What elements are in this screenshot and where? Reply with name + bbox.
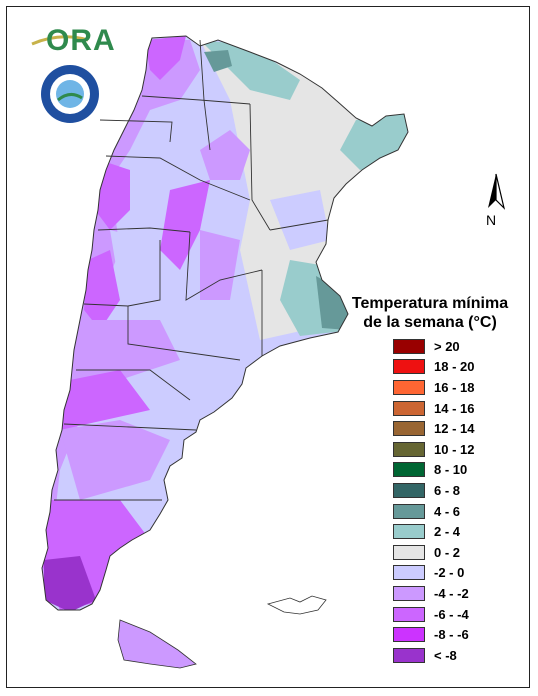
map-frame xyxy=(6,6,530,688)
legend-label: < -8 xyxy=(434,647,457,663)
legend-swatch xyxy=(393,647,425,663)
legend-swatch xyxy=(393,441,425,457)
legend-label: 10 - 12 xyxy=(434,441,475,457)
legend-swatch xyxy=(393,400,425,416)
legend-swatch xyxy=(393,606,425,622)
legend: > 20 18 - 20 16 - 18 14 - 16 12 - 14 10 - 12 8… xyxy=(393,336,474,666)
legend-item: < -8 xyxy=(393,645,474,666)
legend-label: 18 - 20 xyxy=(434,359,475,375)
legend-title: Temperatura mínima de la semana (°C) xyxy=(330,294,530,332)
legend-title-line1: Temperatura mínima xyxy=(351,295,509,312)
legend-label: 8 - 10 xyxy=(434,462,468,478)
legend-item: 8 - 10 xyxy=(393,460,474,481)
legend-item: 16 - 18 xyxy=(393,377,474,398)
legend-swatch xyxy=(393,627,425,643)
legend-swatch xyxy=(393,482,425,498)
legend-title-line2: de la semana (°C) xyxy=(363,314,497,331)
legend-item: 0 - 2 xyxy=(393,542,474,563)
legend-label: -8 - -6 xyxy=(434,627,469,643)
legend-swatch xyxy=(393,359,425,375)
ora-logo-text: ORA xyxy=(46,24,116,57)
legend-label: 12 - 14 xyxy=(434,421,475,437)
legend-item: 18 - 20 xyxy=(393,357,474,378)
legend-label: 14 - 16 xyxy=(434,400,475,416)
legend-label: 0 - 2 xyxy=(434,544,461,560)
north-label: N xyxy=(486,212,497,228)
legend-item: 12 - 14 xyxy=(393,418,474,439)
legend-swatch xyxy=(393,503,425,519)
legend-item: -8 - -6 xyxy=(393,624,474,645)
legend-label: -6 - -4 xyxy=(434,606,469,622)
legend-swatch xyxy=(393,338,425,354)
legend-swatch xyxy=(393,585,425,601)
legend-swatch xyxy=(393,379,425,395)
legend-item: 6 - 8 xyxy=(393,480,474,501)
legend-item: -2 - 0 xyxy=(393,563,474,584)
legend-label: -4 - -2 xyxy=(434,585,469,601)
legend-label: 16 - 18 xyxy=(434,379,475,395)
legend-swatch xyxy=(393,565,425,581)
ora-logo xyxy=(31,35,89,46)
legend-item: 2 - 4 xyxy=(393,521,474,542)
government-seal-icon xyxy=(41,65,99,123)
legend-item: 10 - 12 xyxy=(393,439,474,460)
legend-label: > 20 xyxy=(434,338,460,354)
legend-swatch xyxy=(393,421,425,437)
legend-label: 6 - 8 xyxy=(434,482,461,498)
legend-label: 2 - 4 xyxy=(434,524,461,540)
legend-item: -4 - -2 xyxy=(393,583,474,604)
legend-item: 4 - 6 xyxy=(393,501,474,522)
north-arrow-icon xyxy=(488,173,506,210)
legend-swatch xyxy=(393,462,425,478)
legend-swatch xyxy=(393,524,425,540)
legend-swatch xyxy=(393,544,425,560)
legend-label: -2 - 0 xyxy=(434,565,465,581)
legend-label: 4 - 6 xyxy=(434,503,461,519)
legend-item: > 20 xyxy=(393,336,474,357)
legend-item: 14 - 16 xyxy=(393,398,474,419)
legend-item: -6 - -4 xyxy=(393,604,474,625)
